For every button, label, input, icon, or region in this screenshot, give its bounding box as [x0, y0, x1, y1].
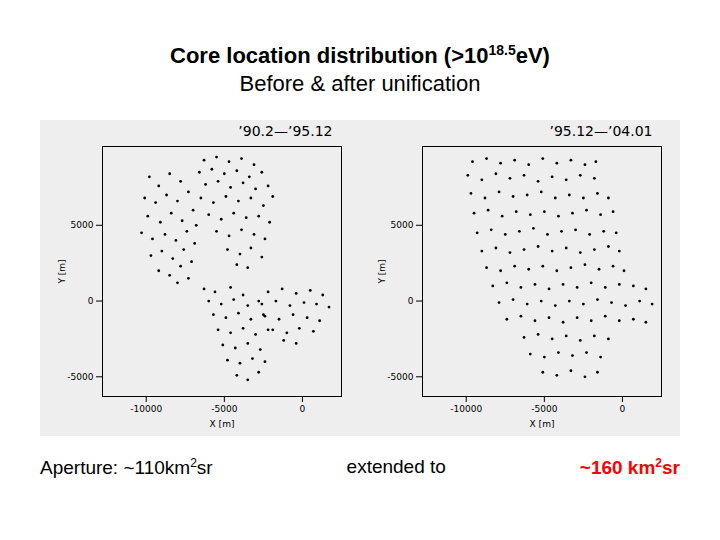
svg-text:X [m]: X [m]	[529, 419, 554, 429]
svg-text:-5000: -5000	[531, 404, 557, 414]
svg-text:-5000: -5000	[67, 372, 93, 382]
html-text:~160 km2sr: ~160 km2sr	[579, 456, 680, 479]
html-text:Aperture: ~110km2sr: Aperture: ~110km2sr	[40, 456, 213, 479]
svg-text:0: 0	[299, 404, 305, 414]
html-text:’90.2—’95.12: ’90.2—’95.12	[238, 123, 333, 140]
svg-text:-10000: -10000	[450, 404, 482, 414]
svg-text:-5000: -5000	[387, 372, 413, 382]
svg-text:-5000: -5000	[211, 404, 237, 414]
svg-text:-10000: -10000	[130, 404, 162, 414]
svg-text:0: 0	[407, 296, 413, 306]
svg-text:0: 0	[619, 404, 625, 414]
svg-text:5000: 5000	[70, 220, 93, 230]
svg-text:5000: 5000	[390, 220, 413, 230]
html-text:’95.12—’04.01: ’95.12—’04.01	[549, 123, 653, 140]
svg-text:0: 0	[87, 296, 93, 306]
html-text:Core location distribution (>1: Core location distribution (>10	[170, 43, 489, 69]
html-text:18.5eV): 18.5eV)	[488, 42, 550, 69]
html-text:extended to: extended to	[346, 456, 446, 478]
svg-text:Y [m]: Y [m]	[376, 260, 386, 285]
svg-text:Y [m]: Y [m]	[56, 260, 66, 285]
svg-text:X [m]: X [m]	[209, 419, 234, 429]
html-text:Before & after unification: Before & after unification	[239, 71, 481, 97]
